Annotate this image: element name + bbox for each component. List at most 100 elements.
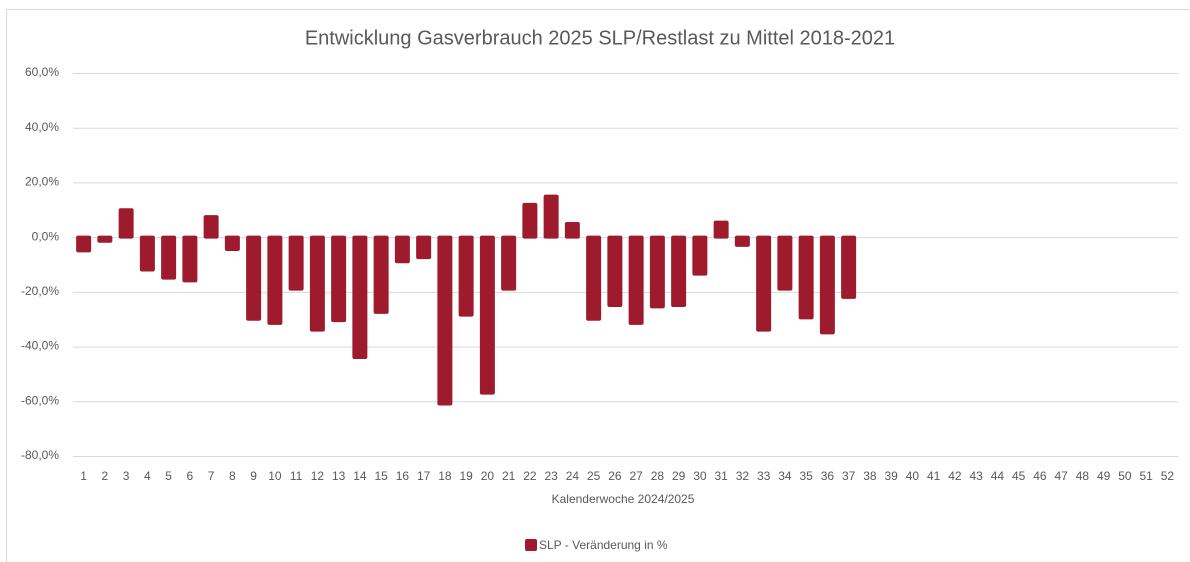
bar <box>777 235 793 291</box>
x-tick-label: 40 <box>906 469 920 483</box>
bar <box>352 235 368 360</box>
x-tick-label: 35 <box>799 469 813 483</box>
x-tick-label: 47 <box>1054 469 1068 483</box>
x-tick-label: 4 <box>144 469 151 483</box>
bar <box>734 235 750 247</box>
x-tick-label: 16 <box>396 469 410 483</box>
x-tick-label: 36 <box>821 469 835 483</box>
x-tick-label: 26 <box>608 469 622 483</box>
x-tick-label: 41 <box>927 469 941 483</box>
bar <box>819 235 835 335</box>
bar <box>628 235 644 325</box>
bar <box>756 235 772 332</box>
y-tick-label: 0,0% <box>32 229 60 243</box>
x-tick-label: 9 <box>250 469 257 483</box>
bar <box>841 235 857 299</box>
bar <box>416 235 432 260</box>
bar <box>97 235 113 243</box>
bar <box>76 235 92 253</box>
bar <box>288 235 304 291</box>
bar <box>543 194 559 239</box>
x-tick-label: 23 <box>544 469 558 483</box>
bar <box>394 235 410 264</box>
x-tick-label: 25 <box>587 469 601 483</box>
bar <box>139 235 155 272</box>
bar <box>161 235 177 280</box>
legend-label: SLP - Veränderung in % <box>539 538 668 552</box>
bar <box>331 235 347 323</box>
x-tick-label: 21 <box>502 469 516 483</box>
bar <box>458 235 474 317</box>
bar <box>479 235 495 395</box>
x-tick-label: 10 <box>268 469 282 483</box>
x-tick-label: 49 <box>1097 469 1111 483</box>
bar <box>373 235 389 314</box>
x-tick-label: 12 <box>311 469 325 483</box>
bar <box>182 235 198 283</box>
x-tick-label: 43 <box>969 469 983 483</box>
x-tick-label: 8 <box>229 469 236 483</box>
bar <box>671 235 687 308</box>
x-tick-label: 1 <box>80 469 87 483</box>
x-tick-label: 27 <box>629 469 643 483</box>
legend-swatch <box>525 539 537 551</box>
x-tick-label: 34 <box>778 469 792 483</box>
bar <box>437 235 453 406</box>
x-tick-label: 52 <box>1161 469 1175 483</box>
bar <box>713 220 729 239</box>
bar <box>203 215 219 239</box>
x-tick-label: 19 <box>459 469 473 483</box>
x-tick-label: 11 <box>290 469 303 483</box>
x-tick-label: 38 <box>863 469 877 483</box>
bar <box>267 235 283 325</box>
x-tick-label: 20 <box>481 469 495 483</box>
x-tick-label: 44 <box>991 469 1005 483</box>
x-tick-label: 50 <box>1118 469 1132 483</box>
x-tick-label: 29 <box>672 469 686 483</box>
x-tick-label: 45 <box>1012 469 1026 483</box>
y-tick-label: -80,0% <box>21 448 59 462</box>
x-tick-label: 13 <box>332 469 346 483</box>
x-tick-label: 7 <box>208 469 215 483</box>
x-tick-label: 31 <box>714 469 728 483</box>
x-tick-label: 5 <box>165 469 172 483</box>
bar <box>224 235 240 251</box>
y-tick-label: 40,0% <box>25 120 59 134</box>
x-tick-label: 14 <box>353 469 367 483</box>
bar <box>692 235 708 276</box>
y-tick-label: -60,0% <box>21 393 59 407</box>
x-tick-label: 30 <box>693 469 707 483</box>
y-tick-label: 20,0% <box>25 175 59 189</box>
x-tick-label: 33 <box>757 469 771 483</box>
bar <box>798 235 814 320</box>
x-tick-label: 48 <box>1076 469 1090 483</box>
x-tick-label: 51 <box>1139 469 1153 483</box>
x-tick-label: 37 <box>842 469 856 483</box>
x-tick-label: 18 <box>438 469 452 483</box>
x-tick-label: 42 <box>948 469 962 483</box>
chart-border <box>6 9 1190 562</box>
y-tick-label: 60,0% <box>25 65 59 79</box>
x-tick-label: 6 <box>187 469 194 483</box>
y-tick-label: -20,0% <box>21 284 59 298</box>
x-tick-label: 2 <box>102 469 109 483</box>
y-tick-label: -40,0% <box>21 339 59 353</box>
x-tick-label: 32 <box>736 469 750 483</box>
x-tick-label: 3 <box>123 469 130 483</box>
bar <box>246 235 262 321</box>
bar <box>118 208 134 239</box>
x-tick-label: 39 <box>884 469 898 483</box>
x-tick-label: 17 <box>417 469 431 483</box>
x-axis-label: Kalenderwoche 2024/2025 <box>552 492 695 506</box>
bar <box>607 235 623 308</box>
x-tick-label: 24 <box>566 469 580 483</box>
bar <box>309 235 325 332</box>
bar <box>586 235 602 321</box>
x-tick-label: 46 <box>1033 469 1047 483</box>
x-tick-label: 15 <box>374 469 388 483</box>
x-tick-label: 28 <box>651 469 665 483</box>
bar <box>649 235 665 309</box>
x-tick-label: 22 <box>523 469 537 483</box>
bar <box>522 202 538 239</box>
